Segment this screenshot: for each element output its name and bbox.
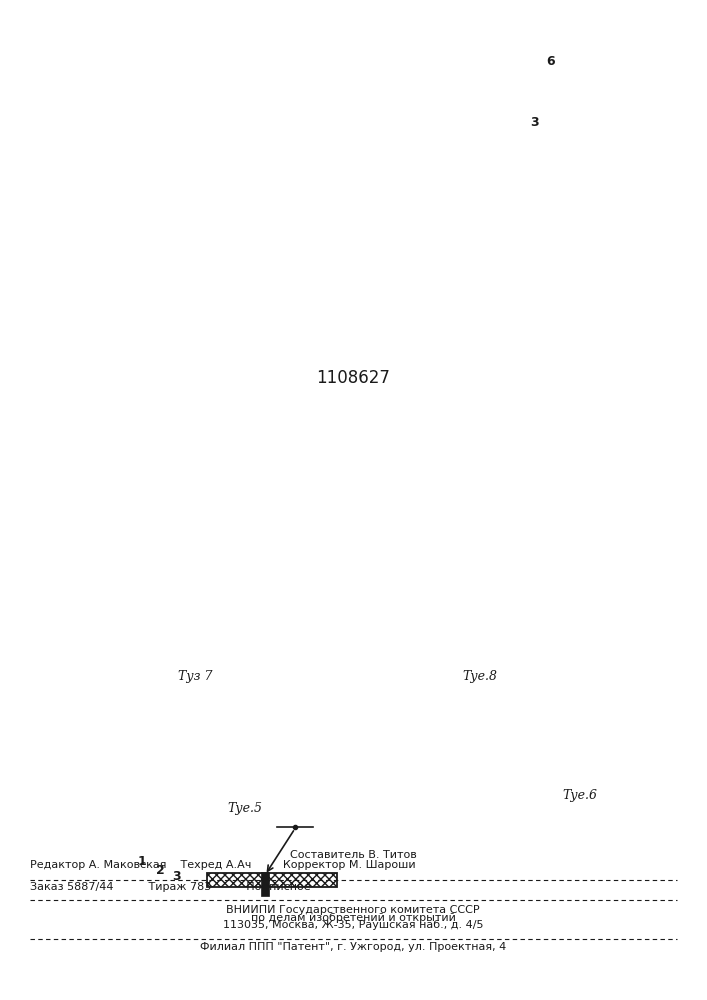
- Polygon shape: [0, 57, 33, 268]
- Text: 3: 3: [172, 870, 180, 883]
- Bar: [261, 872, 269, 896]
- Text: ВНИИПИ Государственного комитета СССР: ВНИИПИ Государственного комитета СССР: [226, 905, 480, 915]
- Text: Составитель В. Титов: Составитель В. Титов: [290, 850, 416, 860]
- Text: Редактор А. Маковская    Техред А.Ач         Корректор М. Шароши: Редактор А. Маковская Техред А.Ач Коррек…: [30, 860, 416, 870]
- Text: Заказ 5887/44          Тираж 783          Подписное: Заказ 5887/44 Тираж 783 Подписное: [30, 882, 310, 892]
- Bar: [536, 62, 544, 115]
- Polygon shape: [52, 119, 375, 298]
- Text: 1108627: 1108627: [316, 369, 390, 387]
- Text: Τуз 7: Τуз 7: [177, 670, 212, 683]
- Text: 2: 2: [156, 864, 165, 877]
- Text: 3: 3: [530, 116, 539, 129]
- Text: по делам изобретений и открытий: по делам изобретений и открытий: [250, 913, 455, 923]
- Text: Филиал ППП "Патент", г. Ужгород, ул. Проектная, 4: Филиал ППП "Патент", г. Ужгород, ул. Про…: [200, 942, 506, 952]
- Text: 6: 6: [546, 55, 554, 68]
- Bar: [207, 873, 337, 887]
- Text: Τуе.8: Τуе.8: [462, 670, 498, 683]
- Text: 1: 1: [138, 855, 147, 868]
- Text: Τуе.6: Τуе.6: [563, 789, 597, 802]
- Text: 113035, Москва, Ж-35, Раушская наб., д. 4/5: 113035, Москва, Ж-35, Раушская наб., д. …: [223, 920, 484, 930]
- Text: Τуе.5: Τуе.5: [228, 802, 262, 815]
